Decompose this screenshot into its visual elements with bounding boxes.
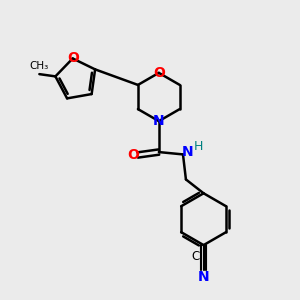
- Text: N: N: [153, 114, 165, 128]
- Text: H: H: [194, 140, 203, 153]
- Text: O: O: [127, 148, 139, 162]
- Text: N: N: [182, 146, 193, 159]
- Text: N: N: [198, 270, 209, 283]
- Text: O: O: [67, 52, 79, 65]
- Text: CH₃: CH₃: [30, 61, 49, 71]
- Text: C: C: [191, 250, 200, 262]
- Text: O: O: [153, 66, 165, 80]
